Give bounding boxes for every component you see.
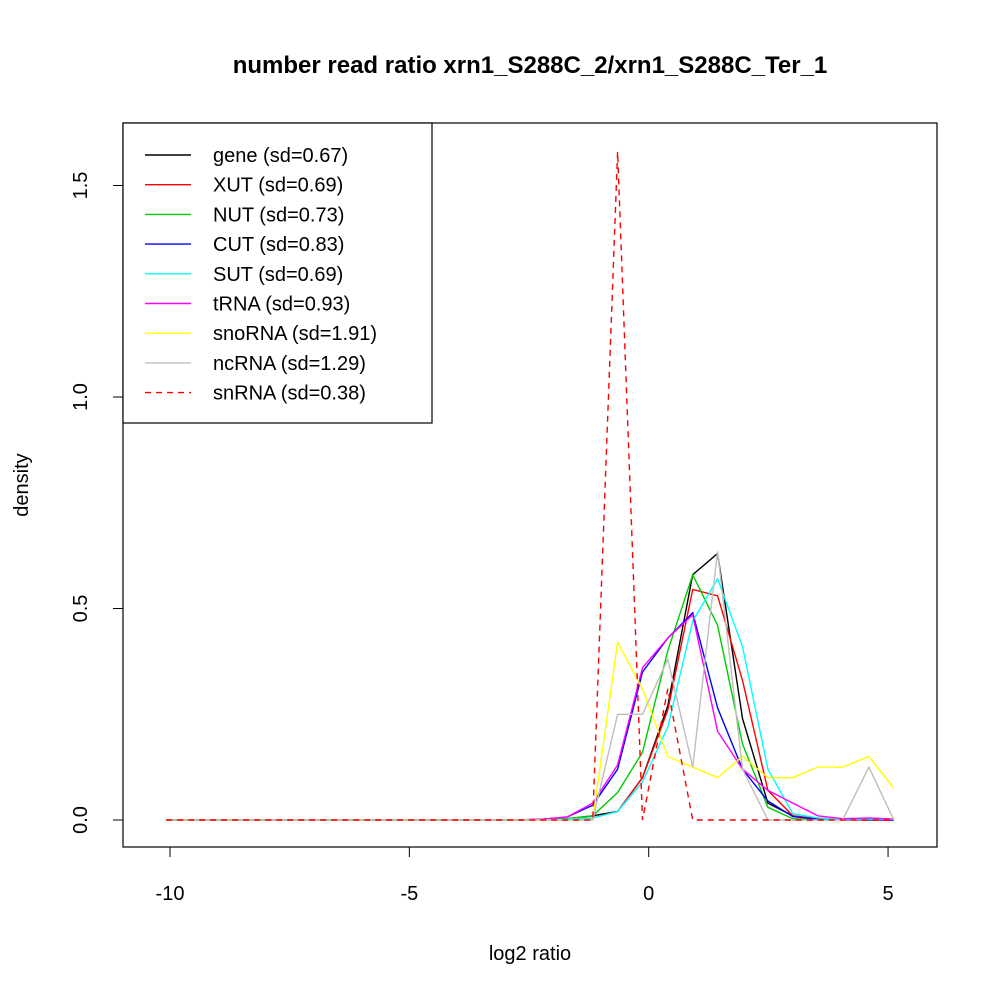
legend-label: snoRNA (sd=1.91) bbox=[213, 323, 377, 345]
axes: -10 -5 0 5 0.0 0.5 1.0 1.5 bbox=[70, 172, 894, 905]
legend-label: NUT (sd=0.73) bbox=[213, 204, 344, 226]
series-layer bbox=[166, 151, 895, 821]
legend-item: snoRNA (sd=1.91) bbox=[145, 323, 377, 345]
legend-label: snRNA (sd=0.38) bbox=[213, 383, 366, 405]
series-line-CUT bbox=[166, 611, 894, 821]
legend-item: tRNA (sd=0.93) bbox=[145, 294, 350, 316]
legend-item: NUT (sd=0.73) bbox=[145, 204, 344, 226]
x-tick-label: 5 bbox=[882, 883, 893, 905]
series-line-ncRNA bbox=[166, 551, 895, 821]
legend-item: snRNA (sd=0.38) bbox=[145, 383, 366, 405]
legend-label: ncRNA (sd=1.29) bbox=[213, 353, 366, 375]
legend: gene (sd=0.67) XUT (sd=0.69) NUT (sd=0.73)… bbox=[122, 122, 433, 424]
legend-label: gene (sd=0.67) bbox=[213, 145, 348, 167]
chart-title: number read ratio xrn1_S288C_2/xrn1_S288… bbox=[233, 52, 828, 79]
series-line-NUT bbox=[166, 572, 894, 821]
y-tick-label: 0.5 bbox=[70, 595, 92, 623]
y-tick-label: 1.0 bbox=[70, 383, 92, 411]
y-tick-label: 0.0 bbox=[70, 806, 92, 834]
y-tick-label: 1.5 bbox=[70, 172, 92, 200]
x-tick-label: 0 bbox=[643, 883, 654, 905]
series-line-snRNA bbox=[166, 151, 894, 821]
legend-item: XUT (sd=0.69) bbox=[145, 175, 343, 197]
x-tick-label: -5 bbox=[400, 883, 418, 905]
legend-item: SUT (sd=0.69) bbox=[145, 264, 343, 286]
legend-label: XUT (sd=0.69) bbox=[213, 175, 343, 197]
series-line-tRNA bbox=[166, 613, 894, 821]
series-line-SUT bbox=[166, 577, 894, 821]
legend-item: ncRNA (sd=1.29) bbox=[145, 353, 366, 375]
series-line-snoRNA bbox=[166, 640, 895, 821]
legend-label: tRNA (sd=0.93) bbox=[213, 294, 350, 316]
y-axis-label: density bbox=[11, 453, 33, 516]
legend-item: CUT (sd=0.83) bbox=[145, 234, 344, 256]
series-line-XUT bbox=[166, 588, 894, 821]
legend-item: gene (sd=0.67) bbox=[145, 145, 348, 167]
x-axis-label: log2 ratio bbox=[489, 943, 571, 965]
legend-box bbox=[122, 122, 433, 424]
legend-label: CUT (sd=0.83) bbox=[213, 234, 344, 256]
legend-label: SUT (sd=0.69) bbox=[213, 264, 343, 286]
x-tick-label: -10 bbox=[156, 883, 185, 905]
series-line-gene bbox=[166, 552, 894, 821]
